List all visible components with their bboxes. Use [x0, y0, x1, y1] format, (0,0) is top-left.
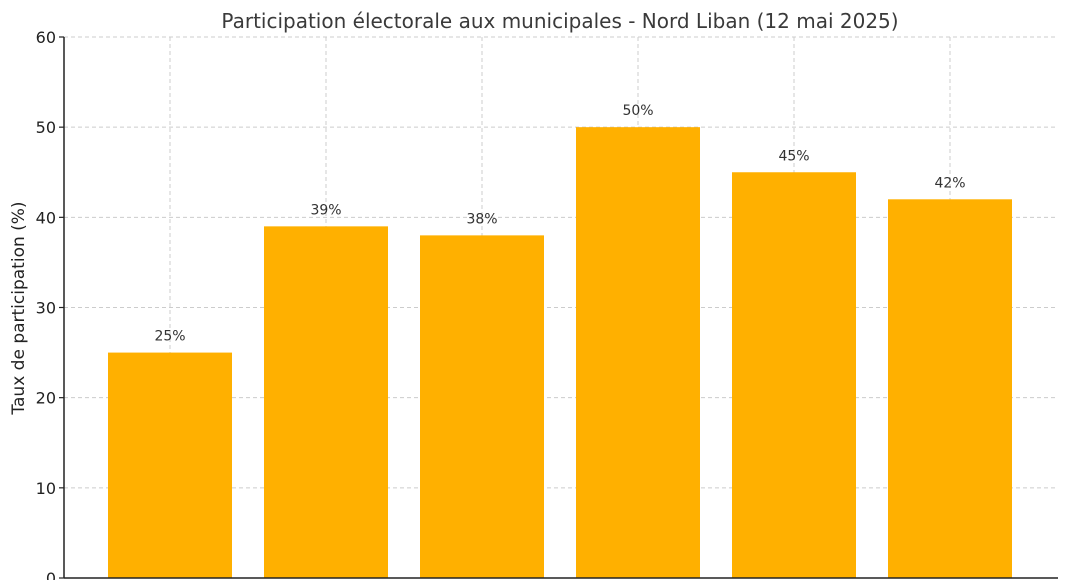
bar [264, 226, 388, 578]
bar-value-label: 38% [466, 211, 497, 227]
bar-value-label: 45% [778, 148, 809, 164]
y-tick-label: 10 [36, 479, 56, 498]
bar-value-label: 25% [154, 329, 185, 345]
bar-value-label: 39% [310, 202, 341, 218]
y-tick-label: 0 [46, 569, 56, 580]
bar [108, 352, 232, 578]
y-tick-label: 40 [36, 208, 56, 227]
data-labels: 25% 39% 38% 50% 45% 42% [154, 103, 965, 344]
bar [420, 235, 544, 578]
y-tick-label: 50 [36, 118, 56, 137]
y-tick-label: 20 [36, 389, 56, 408]
bar [888, 199, 1012, 579]
bars [108, 127, 1012, 579]
y-tick-label: 30 [36, 299, 56, 318]
bar [576, 127, 700, 579]
bar [732, 172, 856, 578]
bar-value-label: 50% [622, 103, 653, 119]
y-ticks: 0 10 20 30 40 50 60 [36, 28, 64, 580]
y-axis-label: Taux de participation (%) [9, 201, 29, 415]
bar-value-label: 42% [934, 175, 965, 191]
y-tick-label: 60 [36, 28, 56, 47]
chart-title: Participation électorale aux municipales… [221, 9, 898, 33]
